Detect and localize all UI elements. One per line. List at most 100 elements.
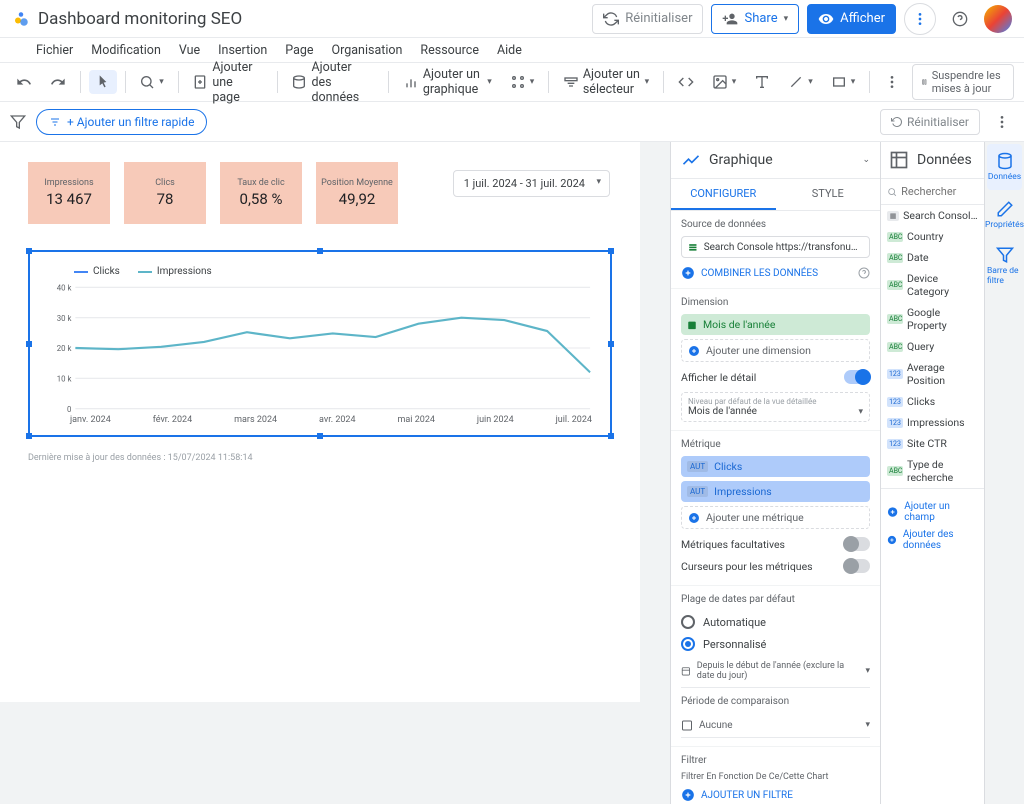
- kpi-label: Clics: [155, 178, 175, 188]
- rail-properties[interactable]: Propriétés: [985, 192, 1024, 238]
- plus-circle-icon: [681, 266, 695, 280]
- toggle-sliders[interactable]: [844, 559, 870, 573]
- help-small-icon[interactable]: [858, 267, 870, 279]
- add-filter-button[interactable]: AJOUTER UN FILTRE: [681, 788, 870, 802]
- filter-more[interactable]: [990, 110, 1014, 134]
- rail-filter-bar[interactable]: Barre de filtre: [985, 238, 1024, 294]
- field-name: Device Category: [907, 272, 978, 298]
- kpi-card[interactable]: Position Moyenne49,92: [316, 162, 398, 224]
- redo-icon: [50, 74, 66, 90]
- date-range-selector[interactable]: 1 juil. 2024 - 31 juil. 2024: [453, 170, 610, 197]
- undo-icon: [16, 74, 32, 90]
- field-row[interactable]: ABCCountry: [881, 226, 984, 247]
- shape-button[interactable]: ▾: [825, 70, 862, 94]
- kpi-label: Impressions: [44, 178, 93, 188]
- menu-edit[interactable]: Modification: [91, 43, 161, 58]
- image-button[interactable]: ▾: [706, 70, 743, 94]
- database-icon: [996, 152, 1014, 170]
- add-field-button[interactable]: Ajouter un champ: [887, 501, 978, 523]
- field-row[interactable]: ABCQuery: [881, 336, 984, 357]
- line-icon: [788, 74, 804, 90]
- radio-auto[interactable]: Automatique: [681, 611, 870, 633]
- add-metric-button[interactable]: Ajouter une métrique: [681, 506, 870, 529]
- radio-custom[interactable]: Personnalisé: [681, 633, 870, 655]
- community-viz-button[interactable]: ▾: [504, 70, 541, 94]
- more-tools[interactable]: [878, 70, 906, 94]
- label-compare: Période de comparaison: [681, 696, 870, 707]
- more-button[interactable]: [904, 3, 936, 35]
- select-tool[interactable]: [89, 70, 117, 94]
- zoom-tool[interactable]: ▾: [133, 70, 170, 94]
- url-embed-button[interactable]: [672, 70, 700, 94]
- add-selector-button[interactable]: Ajouter un sélecteur▾: [557, 63, 655, 101]
- rail-data[interactable]: Données: [987, 144, 1022, 190]
- data-source-row[interactable]: ▦ Search Console https:...: [881, 205, 984, 226]
- plus-circle-icon: [688, 345, 700, 357]
- chevron-down-icon[interactable]: ⌄: [862, 155, 870, 165]
- label-sliders: Curseurs pour les métriques: [681, 560, 813, 573]
- more-vert-icon: [994, 114, 1010, 130]
- x-axis-label: juil. 2024: [556, 415, 592, 425]
- menu-file[interactable]: Fichier: [36, 43, 73, 58]
- undo-button[interactable]: [10, 70, 38, 94]
- detail-default-level[interactable]: Niveau par défaut de la vue détaillée Mo…: [681, 392, 870, 422]
- field-type-badge: 123: [887, 418, 903, 428]
- add-data-footer-button[interactable]: Ajouter des données: [887, 529, 978, 551]
- eye-icon: [818, 11, 834, 27]
- kpi-card[interactable]: Impressions13 467: [28, 162, 110, 224]
- field-row[interactable]: ABCDevice Category: [881, 268, 984, 302]
- suspend-updates-button[interactable]: Suspendre les mises à jour: [912, 64, 1014, 100]
- image-icon: [712, 74, 728, 90]
- field-name: Google Property: [907, 306, 978, 332]
- add-data-button[interactable]: Ajouter des données: [285, 56, 380, 109]
- menu-help[interactable]: Aide: [497, 43, 522, 58]
- text-button[interactable]: [748, 70, 776, 94]
- field-row[interactable]: 123Site CTR: [881, 433, 984, 454]
- tab-style[interactable]: STYLE: [776, 179, 881, 210]
- panel-title-graphique: Graphique: [709, 152, 854, 168]
- dimension-chip[interactable]: Mois de l'année: [681, 314, 870, 335]
- kpi-card[interactable]: Clics 78: [124, 162, 206, 224]
- field-row[interactable]: ABCGoogle Property: [881, 302, 984, 336]
- label-opt-metrics: Métriques facultatives: [681, 538, 785, 551]
- kpi-value: 49,92: [339, 190, 376, 208]
- filter-icon[interactable]: [10, 114, 26, 130]
- chart-selected[interactable]: ClicksImpressions 010 k20 k30 k40 k janv…: [28, 250, 612, 437]
- help-button[interactable]: [944, 3, 976, 35]
- kpi-card[interactable]: Taux de clic0,58 %: [220, 162, 302, 224]
- toggle-show-detail[interactable]: [844, 370, 870, 384]
- field-row[interactable]: ABCType de recherche: [881, 454, 984, 488]
- field-row[interactable]: 123Clicks: [881, 391, 984, 412]
- person-add-icon: [722, 11, 738, 27]
- field-search-input[interactable]: [901, 185, 978, 198]
- custom-date-selector[interactable]: Depuis le début de l'année (exclure la d…: [681, 655, 870, 688]
- filter-reset-button[interactable]: Réinitialiser: [880, 109, 980, 135]
- data-source-field[interactable]: Search Console https://transfonumerique.…: [681, 236, 870, 258]
- toggle-opt-metrics[interactable]: [844, 537, 870, 551]
- field-type-badge: 123: [887, 439, 903, 449]
- add-chart-button[interactable]: Ajouter un graphique▾: [397, 63, 498, 101]
- add-dimension-button[interactable]: Ajouter une dimension: [681, 339, 870, 362]
- reset-button[interactable]: Réinitialiser: [592, 4, 703, 34]
- line-button[interactable]: ▾: [782, 70, 819, 94]
- view-button[interactable]: Afficher: [807, 4, 896, 34]
- metric-chip-impressions[interactable]: AUTImpressions: [681, 481, 870, 502]
- combine-data-button[interactable]: COMBINER LES DONNÉES: [681, 266, 870, 280]
- add-quick-filter[interactable]: + Ajouter un filtre rapide: [36, 109, 207, 135]
- redo-button[interactable]: [44, 70, 72, 94]
- panel-title-data: Données: [917, 152, 972, 168]
- tab-configure[interactable]: CONFIGURER: [671, 179, 776, 210]
- share-button[interactable]: Share ▾: [711, 4, 799, 34]
- menu-resource[interactable]: Ressource: [420, 43, 479, 58]
- filter-icon: [996, 246, 1014, 264]
- user-avatar[interactable]: [984, 5, 1012, 33]
- compare-period-selector[interactable]: Aucune ▾: [681, 713, 870, 738]
- metric-chip-clicks[interactable]: AUTClicks: [681, 456, 870, 477]
- label-metric: Métrique: [681, 439, 870, 450]
- field-row[interactable]: 123Average Position: [881, 357, 984, 391]
- field-row[interactable]: 123Impressions: [881, 412, 984, 433]
- add-page-button[interactable]: Ajouter une page: [186, 56, 268, 109]
- field-row[interactable]: ABCDate: [881, 247, 984, 268]
- label-dimension: Dimension: [681, 297, 870, 308]
- kpi-value: 78: [157, 190, 174, 208]
